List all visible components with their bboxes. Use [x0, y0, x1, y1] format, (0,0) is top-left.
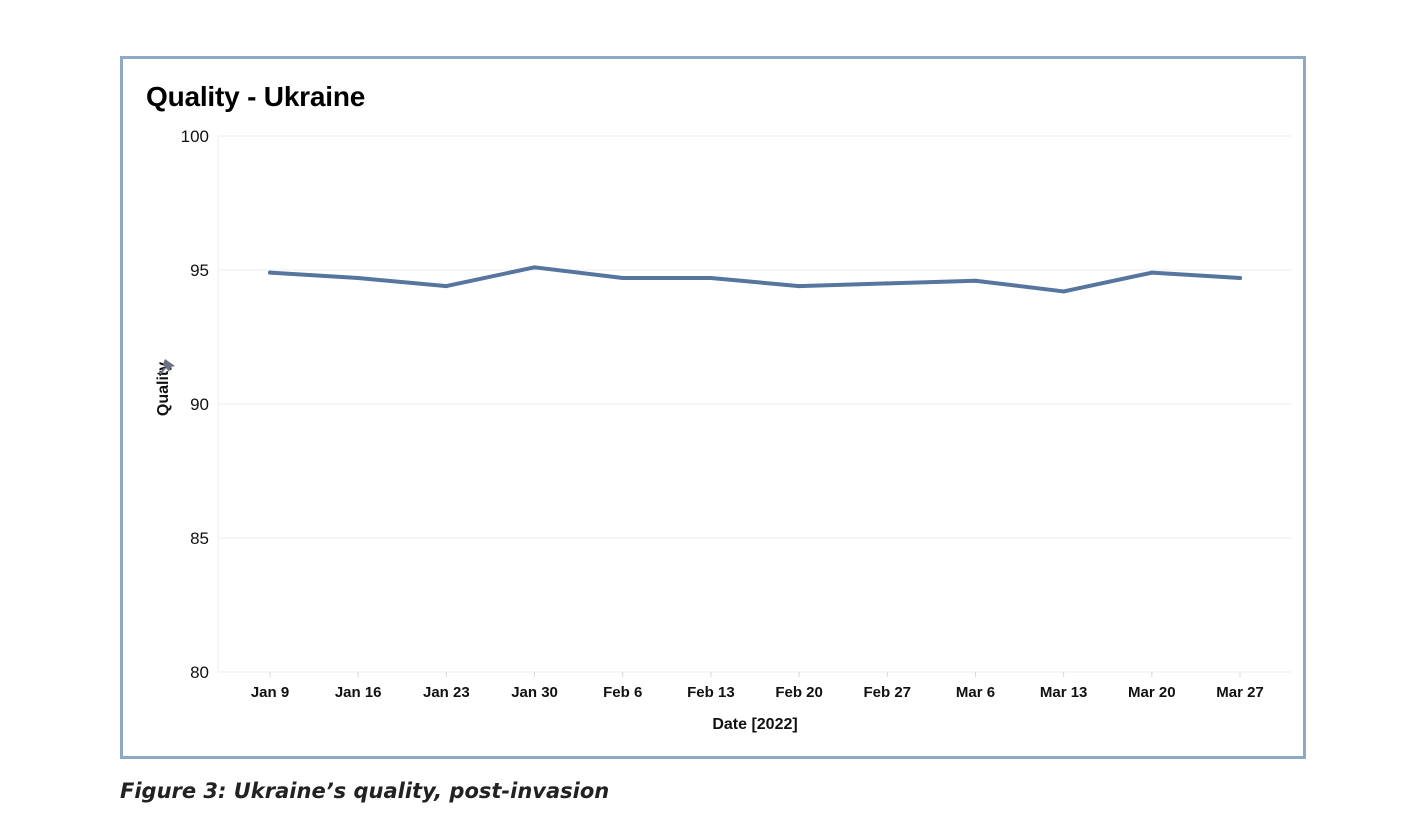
x-tick-label: Mar 13 — [1040, 684, 1088, 701]
chart-title: Quality - Ukraine — [146, 81, 366, 112]
y-tick-label: 80 — [190, 663, 209, 682]
line-chart: 80 85 90 95 100 Jan 9 Jan 16 Jan 23 Jan 30 Feb 6… — [155, 127, 1291, 733]
data-point[interactable] — [268, 270, 272, 275]
pin-icon[interactable] — [159, 359, 175, 375]
series-layer — [268, 265, 1242, 294]
pin-icon-needle — [159, 367, 166, 375]
chart-frame: Quality - Ukraine 80 85 90 95 100 Jan 9 Jan 1… — [120, 56, 1306, 759]
series-line-quality — [268, 265, 1242, 294]
y-axis-ticks: 80 85 90 95 100 — [181, 127, 209, 682]
data-point[interactable] — [356, 276, 361, 281]
data-point[interactable] — [797, 284, 802, 289]
x-tick-label: Jan 16 — [335, 684, 382, 701]
y-axis-label: Quality — [155, 362, 172, 416]
x-tick-label: Jan 23 — [423, 684, 470, 701]
x-axis-ticks: Jan 9 Jan 16 Jan 23 Jan 30 Feb 6 Feb 13 Feb 20… — [251, 672, 1264, 701]
y-axis-title: Quality — [155, 362, 172, 416]
data-point[interactable] — [885, 281, 890, 286]
x-tick-label: Jan 9 — [251, 684, 289, 701]
data-point[interactable] — [1238, 276, 1242, 281]
x-tick-label: Jan 30 — [511, 684, 558, 701]
data-point[interactable] — [532, 265, 537, 270]
y-tick-label: 100 — [181, 127, 209, 146]
x-axis-label: Date [2022] — [712, 716, 797, 733]
y-tick-label: 85 — [190, 529, 209, 548]
x-tick-label: Mar 20 — [1128, 684, 1176, 701]
x-tick-label: Feb 13 — [687, 684, 735, 701]
x-tick-label: Mar 6 — [956, 684, 995, 701]
data-point[interactable] — [444, 284, 449, 289]
data-point[interactable] — [973, 278, 978, 283]
figure-caption: Figure 3: Ukraine’s quality, post-invasi… — [120, 779, 610, 803]
data-point[interactable] — [708, 276, 713, 281]
x-tick-label: Feb 20 — [775, 684, 823, 701]
gridlines — [217, 135, 1291, 673]
data-point[interactable] — [620, 276, 625, 281]
y-tick-label: 95 — [190, 261, 209, 280]
data-point[interactable] — [1061, 289, 1066, 294]
x-tick-label: Mar 27 — [1216, 684, 1264, 701]
x-tick-label: Feb 6 — [603, 684, 642, 701]
x-tick-label: Feb 27 — [864, 684, 912, 701]
y-tick-label: 90 — [190, 395, 209, 414]
pin-icon-head — [163, 359, 175, 372]
data-point[interactable] — [1149, 270, 1154, 275]
